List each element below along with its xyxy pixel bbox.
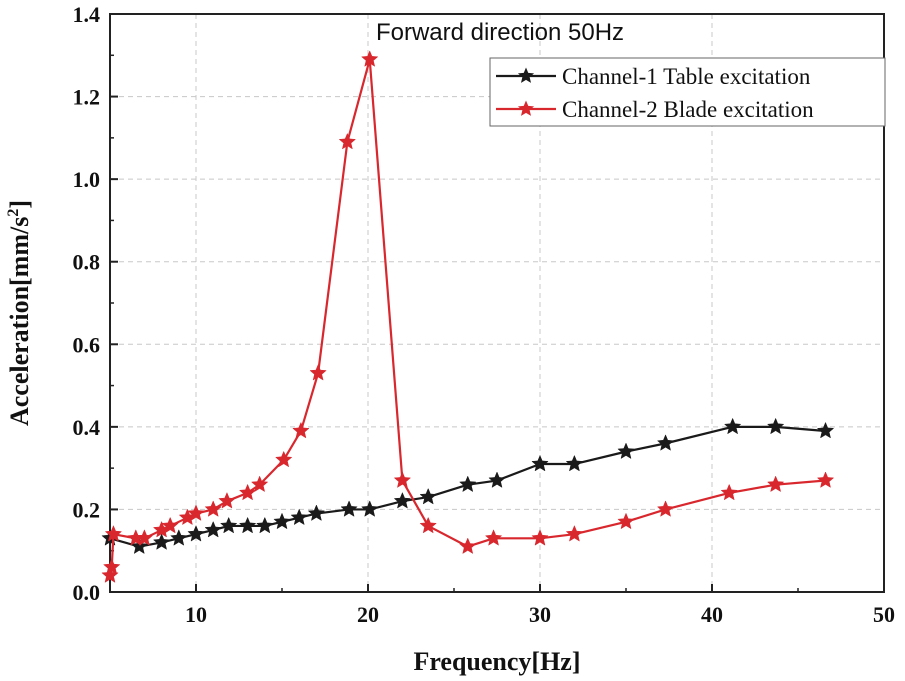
y-axis-ticks: 0.0 0.2 0.4 0.6 0.8 1.0 1.2 1.4 [73, 2, 118, 605]
legend-entry-2: Channel-2 Blade excitation [496, 97, 814, 122]
data-point [720, 483, 738, 501]
y-axis-title-main: Acceleration[mm/s [5, 217, 34, 426]
x-tick-label: 40 [701, 602, 723, 627]
data-point [290, 508, 308, 526]
y-tick-label: 0.8 [73, 250, 101, 275]
legend-entry-1: Channel-1 Table excitation [496, 64, 811, 89]
series-layer [101, 50, 835, 583]
legend: Channel-1 Table excitation Channel-2 Blad… [489, 57, 886, 127]
data-point [393, 492, 412, 509]
x-tick-label: 30 [529, 602, 551, 627]
data-point [816, 471, 835, 488]
data-point [187, 504, 205, 521]
data-point [292, 421, 310, 439]
data-point [656, 500, 675, 517]
y-tick-label: 0.0 [73, 580, 101, 605]
series-1 [101, 417, 835, 554]
series-2 [101, 50, 835, 583]
data-point [565, 525, 584, 542]
data-point [361, 500, 379, 517]
data-point [219, 516, 238, 534]
data-point [531, 529, 549, 546]
data-point [103, 558, 121, 575]
y-tick-label: 1.0 [73, 167, 101, 192]
y-tick-label: 1.2 [73, 85, 101, 110]
data-point [307, 504, 326, 521]
data-point [816, 421, 835, 439]
data-point [766, 417, 785, 435]
legend-box [489, 57, 886, 127]
data-point [617, 442, 635, 460]
data-point [170, 529, 188, 546]
legend-marker [517, 67, 535, 83]
data-point [459, 475, 477, 493]
data-point [273, 512, 291, 530]
y-tick-label: 1.4 [73, 2, 101, 27]
y-tick-label: 0.6 [73, 332, 101, 357]
data-point [419, 487, 437, 505]
data-point [256, 516, 274, 534]
y-axis-title-superscript: 2 [5, 209, 22, 217]
data-point [218, 492, 236, 509]
x-axis-ticks: 10 20 30 40 50 [109, 584, 895, 627]
data-point [187, 525, 205, 542]
data-point [250, 475, 269, 493]
data-point [488, 471, 506, 488]
data-point [275, 450, 293, 468]
data-point [135, 529, 154, 546]
x-tick-label: 10 [185, 602, 207, 627]
data-point [152, 533, 171, 550]
data-point [204, 520, 222, 538]
data-point [656, 434, 675, 451]
data-point [723, 417, 742, 435]
data-point [565, 454, 584, 472]
data-point [393, 471, 412, 488]
chart-title: Forward direction 50Hz [376, 19, 624, 46]
x-tick-label: 20 [357, 602, 379, 627]
y-tick-label: 0.2 [73, 497, 101, 522]
data-point [340, 500, 358, 517]
data-point [104, 525, 123, 542]
legend-label: Channel-2 Blade excitation [562, 97, 814, 122]
y-tick-label: 0.4 [73, 415, 101, 440]
data-point [459, 537, 477, 554]
y-axis-title-suffix: ] [5, 200, 34, 209]
data-point [338, 132, 357, 150]
data-point [419, 516, 437, 534]
legend-marker [517, 100, 535, 116]
data-point [531, 454, 549, 472]
x-axis-title: Frequency[Hz] [413, 647, 580, 676]
data-point [204, 500, 222, 517]
data-point [309, 364, 327, 381]
data-point [361, 50, 379, 67]
series-line [108, 58, 826, 576]
y-axis-title: Acceleration[mm/s2] [5, 200, 34, 426]
data-point [484, 529, 503, 546]
legend-label: Channel-1 Table excitation [562, 64, 811, 89]
data-point [766, 475, 785, 493]
data-point [161, 516, 179, 534]
data-point [617, 512, 635, 530]
x-tick-label: 50 [873, 602, 895, 627]
data-point [238, 483, 257, 501]
data-point [238, 516, 257, 534]
